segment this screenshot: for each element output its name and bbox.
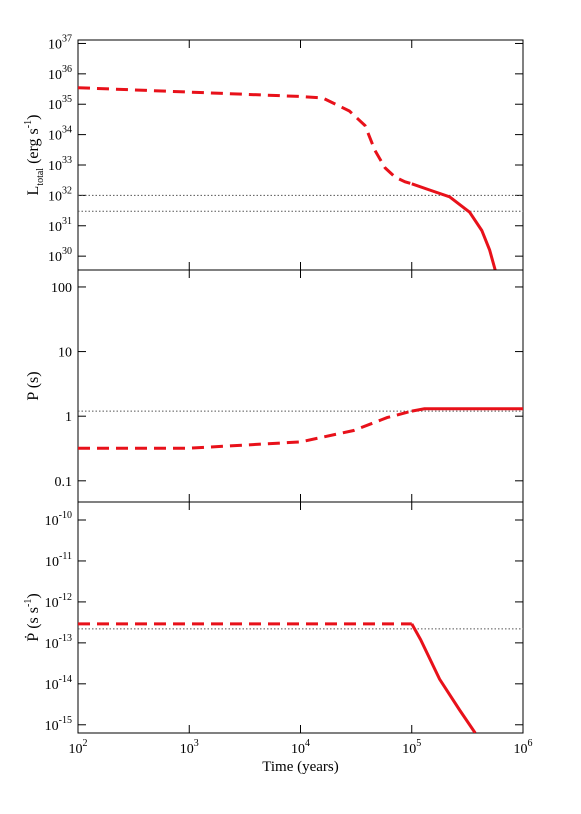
- tick-label: 1031: [48, 216, 72, 235]
- plot-frame: [77, 39, 524, 271]
- tick-label: 10-14: [45, 674, 72, 693]
- tick-label: 104: [291, 738, 310, 757]
- tick-label-exp: -11: [59, 551, 72, 562]
- tick-label-exp: 33: [62, 155, 72, 166]
- tick-label-exp: 2: [83, 738, 88, 749]
- y-axis-label-part: -1: [23, 599, 34, 607]
- y-axis-label-part: total: [35, 168, 46, 186]
- tick-label-base: 10: [48, 37, 62, 52]
- data-line: [78, 86, 413, 186]
- tick-label-base: 10: [291, 742, 305, 757]
- data-line: [411, 182, 497, 270]
- tick-label-exp: -14: [59, 674, 72, 685]
- y-axis-label: P (s): [25, 371, 42, 400]
- y-axis-label-part: Ṗ (s s: [24, 607, 42, 642]
- data-line: [411, 407, 523, 413]
- y-axis-label-part: ): [25, 593, 42, 598]
- tick-label: 10-11: [45, 551, 72, 570]
- tick-label-exp: 36: [62, 64, 72, 75]
- tick-label: 100: [51, 281, 72, 296]
- y-axis-label-part: -1: [23, 120, 34, 128]
- tick-label-exp: 31: [62, 216, 72, 227]
- tick-label: 1035: [48, 94, 72, 113]
- y-axis-label: Ṗ (s s-1): [23, 593, 42, 641]
- data-line: [410, 623, 477, 733]
- tick-label-base: 10: [45, 596, 59, 611]
- tick-label-base: 10: [45, 637, 59, 652]
- tick-label-exp: -10: [59, 510, 72, 521]
- tick-label-base: 10: [45, 719, 59, 734]
- tick-label-exp: -12: [59, 592, 72, 603]
- tick-label-base: 10: [48, 129, 62, 144]
- tick-label: 1030: [48, 246, 72, 265]
- tick-label-base: 10: [45, 555, 59, 570]
- tick-label-exp: 3: [194, 738, 199, 749]
- x-axis-label: Time (years): [262, 759, 339, 775]
- tick-label-base: 10: [48, 68, 62, 83]
- plot-frame: [77, 269, 524, 503]
- tick-label: 10-13: [45, 633, 72, 652]
- tick-label-exp: 6: [528, 738, 533, 749]
- tick-label-base: 10: [48, 220, 62, 235]
- tick-label: 106: [514, 738, 533, 757]
- y-axis-label: Ltotal (erg s-1): [23, 115, 46, 196]
- tick-label: 10-10: [45, 510, 72, 529]
- tick-label-exp: 37: [62, 33, 72, 44]
- tick-label: 1032: [48, 185, 72, 204]
- tick-label: 1037: [48, 33, 72, 52]
- tick-label-base: 10: [48, 250, 62, 265]
- tick-label-base: 10: [180, 742, 194, 757]
- tick-label: 1034: [48, 125, 72, 144]
- tick-label-base: 10: [402, 742, 416, 757]
- tick-label-exp: 34: [62, 125, 72, 136]
- tick-label: 10: [58, 346, 72, 361]
- tick-label-exp: 32: [62, 185, 72, 196]
- tick-label-base: 10: [45, 514, 59, 529]
- tick-label-base: 10: [48, 98, 62, 113]
- tick-label-base: 10: [45, 678, 59, 693]
- tick-label: 10-12: [45, 592, 72, 611]
- tick-label-exp: -13: [59, 633, 72, 644]
- tick-label: 1: [65, 410, 72, 425]
- tick-label-exp: 35: [62, 94, 72, 105]
- tick-label-exp: 30: [62, 246, 72, 257]
- tick-label-base: 10: [514, 742, 528, 757]
- plot-frame: [77, 501, 524, 734]
- tick-label-exp: 4: [305, 738, 310, 749]
- tick-label: 10-15: [45, 715, 72, 734]
- tick-label: 1036: [48, 64, 72, 83]
- tick-label: 0.1: [55, 475, 73, 490]
- tick-label-base: 10: [69, 742, 83, 757]
- tick-label-exp: -15: [59, 715, 72, 726]
- y-axis-label-part: P (s): [25, 371, 42, 400]
- tick-label-base: 10: [48, 189, 62, 204]
- tick-label: 1033: [48, 155, 72, 174]
- tick-label: 105: [402, 738, 421, 757]
- tick-label: 102: [69, 738, 88, 757]
- data-line: [78, 409, 413, 450]
- y-axis-label-part: (erg s: [25, 128, 42, 168]
- y-axis-label-part: L: [25, 186, 42, 196]
- tick-label-base: 10: [48, 159, 62, 174]
- tick-label: 103: [180, 738, 199, 757]
- tick-label-exp: 5: [416, 738, 421, 749]
- y-axis-label-part: ): [25, 115, 42, 120]
